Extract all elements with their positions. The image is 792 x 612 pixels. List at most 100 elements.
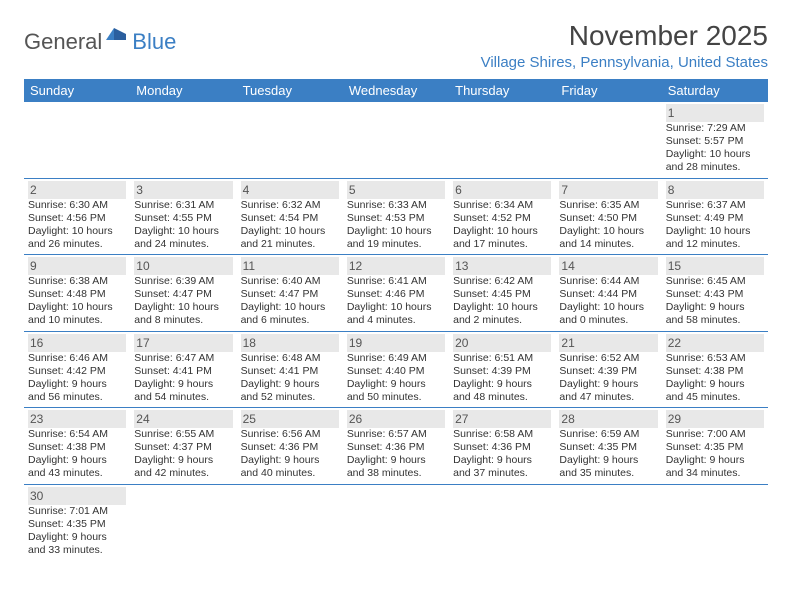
calendar-cell: 17Sunrise: 6:47 AMSunset: 4:41 PMDayligh…: [130, 331, 236, 408]
calendar-cell: 27Sunrise: 6:58 AMSunset: 4:36 PMDayligh…: [449, 408, 555, 485]
sunrise-text: Sunrise: 6:54 AM: [28, 428, 126, 441]
cell-content: Sunrise: 6:58 AMSunset: 4:36 PMDaylight:…: [453, 428, 551, 481]
cell-content: Sunrise: 7:01 AMSunset: 4:35 PMDaylight:…: [28, 505, 126, 558]
calendar-cell: 13Sunrise: 6:42 AMSunset: 4:45 PMDayligh…: [449, 255, 555, 332]
daylight-text: Daylight: 9 hours and 33 minutes.: [28, 531, 126, 557]
calendar-cell: 28Sunrise: 6:59 AMSunset: 4:35 PMDayligh…: [555, 408, 661, 485]
cell-content: Sunrise: 6:59 AMSunset: 4:35 PMDaylight:…: [559, 428, 657, 481]
sunrise-text: Sunrise: 6:51 AM: [453, 352, 551, 365]
sunrise-text: Sunrise: 6:32 AM: [241, 199, 339, 212]
day-number: 14: [559, 257, 657, 275]
sunset-text: Sunset: 4:35 PM: [28, 518, 126, 531]
title-block: November 2025 Village Shires, Pennsylvan…: [481, 20, 768, 71]
daylight-text: Daylight: 10 hours and 6 minutes.: [241, 301, 339, 327]
calendar-cell: 6Sunrise: 6:34 AMSunset: 4:52 PMDaylight…: [449, 178, 555, 255]
day-number: 10: [134, 257, 232, 275]
calendar-cell: 16Sunrise: 6:46 AMSunset: 4:42 PMDayligh…: [24, 331, 130, 408]
calendar-row: 2Sunrise: 6:30 AMSunset: 4:56 PMDaylight…: [24, 178, 768, 255]
calendar-cell: 8Sunrise: 6:37 AMSunset: 4:49 PMDaylight…: [662, 178, 768, 255]
sunset-text: Sunset: 4:52 PM: [453, 212, 551, 225]
calendar-cell: [449, 102, 555, 178]
daylight-text: Daylight: 9 hours and 45 minutes.: [666, 378, 764, 404]
sunset-text: Sunset: 4:41 PM: [241, 365, 339, 378]
cell-content: Sunrise: 6:35 AMSunset: 4:50 PMDaylight:…: [559, 199, 657, 252]
calendar-cell: 20Sunrise: 6:51 AMSunset: 4:39 PMDayligh…: [449, 331, 555, 408]
sunrise-text: Sunrise: 6:42 AM: [453, 275, 551, 288]
calendar-cell: [237, 484, 343, 560]
sunrise-text: Sunrise: 6:40 AM: [241, 275, 339, 288]
day-number: 8: [666, 181, 764, 199]
cell-content: Sunrise: 6:32 AMSunset: 4:54 PMDaylight:…: [241, 199, 339, 252]
day-number: 16: [28, 334, 126, 352]
cell-content: Sunrise: 6:38 AMSunset: 4:48 PMDaylight:…: [28, 275, 126, 328]
sunset-text: Sunset: 4:36 PM: [453, 441, 551, 454]
calendar-cell: [449, 484, 555, 560]
sunset-text: Sunset: 4:54 PM: [241, 212, 339, 225]
calendar-cell: 7Sunrise: 6:35 AMSunset: 4:50 PMDaylight…: [555, 178, 661, 255]
daylight-text: Daylight: 10 hours and 4 minutes.: [347, 301, 445, 327]
logo-text-blue: Blue: [132, 29, 176, 55]
day-number: 19: [347, 334, 445, 352]
cell-content: Sunrise: 6:54 AMSunset: 4:38 PMDaylight:…: [28, 428, 126, 481]
daylight-text: Daylight: 9 hours and 42 minutes.: [134, 454, 232, 480]
cell-content: Sunrise: 6:57 AMSunset: 4:36 PMDaylight:…: [347, 428, 445, 481]
sunset-text: Sunset: 4:41 PM: [134, 365, 232, 378]
calendar-cell: 4Sunrise: 6:32 AMSunset: 4:54 PMDaylight…: [237, 178, 343, 255]
day-number: 25: [241, 410, 339, 428]
day-number: 28: [559, 410, 657, 428]
day-number: 30: [28, 487, 126, 505]
sunrise-text: Sunrise: 6:56 AM: [241, 428, 339, 441]
calendar-cell: [343, 484, 449, 560]
sunrise-text: Sunrise: 6:55 AM: [134, 428, 232, 441]
cell-content: Sunrise: 6:52 AMSunset: 4:39 PMDaylight:…: [559, 352, 657, 405]
calendar-cell: 30Sunrise: 7:01 AMSunset: 4:35 PMDayligh…: [24, 484, 130, 560]
cell-content: Sunrise: 6:47 AMSunset: 4:41 PMDaylight:…: [134, 352, 232, 405]
calendar-cell: 24Sunrise: 6:55 AMSunset: 4:37 PMDayligh…: [130, 408, 236, 485]
cell-content: Sunrise: 6:46 AMSunset: 4:42 PMDaylight:…: [28, 352, 126, 405]
sunset-text: Sunset: 4:40 PM: [347, 365, 445, 378]
day-number: 9: [28, 257, 126, 275]
daylight-text: Daylight: 10 hours and 19 minutes.: [347, 225, 445, 251]
weekday-header: Tuesday: [237, 79, 343, 102]
weekday-header: Friday: [555, 79, 661, 102]
cell-content: Sunrise: 6:49 AMSunset: 4:40 PMDaylight:…: [347, 352, 445, 405]
cell-content: Sunrise: 6:53 AMSunset: 4:38 PMDaylight:…: [666, 352, 764, 405]
calendar-cell: [130, 484, 236, 560]
daylight-text: Daylight: 9 hours and 40 minutes.: [241, 454, 339, 480]
sunset-text: Sunset: 4:48 PM: [28, 288, 126, 301]
sunrise-text: Sunrise: 6:48 AM: [241, 352, 339, 365]
weekday-header: Monday: [130, 79, 236, 102]
daylight-text: Daylight: 10 hours and 14 minutes.: [559, 225, 657, 251]
weekday-header: Wednesday: [343, 79, 449, 102]
day-number: 20: [453, 334, 551, 352]
daylight-text: Daylight: 10 hours and 17 minutes.: [453, 225, 551, 251]
cell-content: Sunrise: 6:55 AMSunset: 4:37 PMDaylight:…: [134, 428, 232, 481]
day-number: 15: [666, 257, 764, 275]
day-number: 18: [241, 334, 339, 352]
sunset-text: Sunset: 4:37 PM: [134, 441, 232, 454]
sunset-text: Sunset: 4:55 PM: [134, 212, 232, 225]
cell-content: Sunrise: 6:33 AMSunset: 4:53 PMDaylight:…: [347, 199, 445, 252]
daylight-text: Daylight: 10 hours and 0 minutes.: [559, 301, 657, 327]
weekday-header: Saturday: [662, 79, 768, 102]
logo: General Blue: [24, 26, 176, 57]
header: General Blue November 2025 Village Shire…: [24, 20, 768, 71]
daylight-text: Daylight: 10 hours and 10 minutes.: [28, 301, 126, 327]
sunset-text: Sunset: 4:39 PM: [453, 365, 551, 378]
sunset-text: Sunset: 4:50 PM: [559, 212, 657, 225]
sunset-text: Sunset: 4:35 PM: [559, 441, 657, 454]
day-number: 24: [134, 410, 232, 428]
calendar-cell: [343, 102, 449, 178]
day-number: 21: [559, 334, 657, 352]
calendar-cell: [555, 484, 661, 560]
daylight-text: Daylight: 9 hours and 48 minutes.: [453, 378, 551, 404]
sunrise-text: Sunrise: 6:37 AM: [666, 199, 764, 212]
daylight-text: Daylight: 9 hours and 37 minutes.: [453, 454, 551, 480]
calendar-cell: 12Sunrise: 6:41 AMSunset: 4:46 PMDayligh…: [343, 255, 449, 332]
daylight-text: Daylight: 9 hours and 52 minutes.: [241, 378, 339, 404]
day-number: 27: [453, 410, 551, 428]
daylight-text: Daylight: 9 hours and 54 minutes.: [134, 378, 232, 404]
sunrise-text: Sunrise: 6:58 AM: [453, 428, 551, 441]
day-number: 22: [666, 334, 764, 352]
calendar-cell: [24, 102, 130, 178]
